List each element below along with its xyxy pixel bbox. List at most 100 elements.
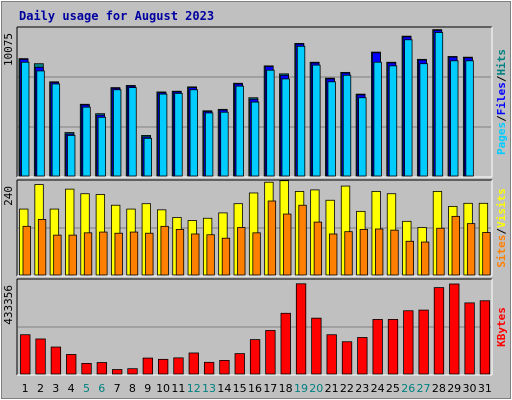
x-tick-label: 9 (144, 382, 151, 395)
x-tick-label: 5 (83, 382, 90, 395)
kbytes-bar (418, 309, 429, 375)
x-tick-label: 25 (386, 382, 400, 395)
kbytes-ymax-label: 433356 (2, 285, 15, 325)
kbytes-bar (295, 283, 307, 375)
pages-bar (159, 93, 168, 177)
x-tick-label: 3 (52, 382, 59, 395)
kbytes-bar (479, 300, 491, 375)
visits-sites-series-label-part: Sites (495, 235, 508, 268)
sites-bar (83, 232, 93, 276)
kbytes-bar (249, 339, 261, 375)
pages-bar (220, 111, 229, 177)
hits-files-pages-panel (16, 26, 493, 178)
x-tick-label: 4 (68, 382, 75, 395)
pages-bar (388, 65, 398, 177)
x-tick-label: 26 (401, 382, 415, 395)
hits-files-pages-series-label-part: Pages (495, 122, 508, 155)
kbytes-bar (203, 361, 215, 375)
x-tick-label: 11 (171, 382, 185, 395)
sites-bar (191, 233, 200, 276)
x-tick-label: 28 (432, 382, 446, 395)
x-tick-label: 31 (478, 382, 492, 395)
x-tick-label: 14 (217, 382, 231, 395)
x-tick-label: 1 (22, 382, 29, 395)
x-tick-label: 18 (279, 382, 293, 395)
sites-bar (436, 227, 445, 276)
pages-bar (204, 112, 214, 177)
sites-bar (298, 204, 307, 276)
x-tick-label: 21 (325, 382, 339, 395)
kbytes-bar (326, 334, 337, 375)
sites-bar (99, 231, 108, 276)
x-tick-label: 27 (417, 382, 431, 395)
kbytes-bar (173, 357, 184, 375)
x-tick-label: 7 (114, 382, 121, 395)
sites-bar (344, 231, 353, 276)
kbytes-bar (188, 352, 199, 375)
pages-bar (128, 87, 137, 177)
kbytes-bar (372, 319, 383, 375)
x-tick-label: 19 (294, 382, 308, 395)
sites-bar (114, 232, 123, 276)
x-tick-label: 30 (463, 382, 477, 395)
x-tick-label: 8 (129, 382, 136, 395)
pages-bar (281, 78, 290, 177)
kbytes-bar (403, 310, 414, 375)
kbytes-bar (265, 330, 276, 375)
visits-sites-series-label-part: Visits (495, 188, 508, 228)
sites-bar (313, 221, 323, 276)
sites-bar (160, 225, 169, 276)
pages-bar (143, 137, 152, 177)
chart-title: Daily usage for August 2023 (19, 9, 214, 23)
kbytes-series-label: KBytes (495, 307, 508, 347)
pages-bar (465, 60, 474, 177)
kbytes-bar (464, 302, 475, 375)
sites-bar (22, 225, 31, 276)
pages-bar (82, 106, 91, 177)
sites-bar (175, 228, 185, 276)
visits-sites-ymax-label: 240 (2, 186, 15, 206)
visits-sites-panel (16, 179, 493, 277)
hits-files-pages-series-label: Pages/Files/Hits (495, 49, 508, 155)
sites-bar (375, 228, 384, 276)
pages-bar (189, 89, 198, 177)
pages-bar (434, 32, 444, 177)
pages-bar (174, 92, 183, 177)
sites-bar (482, 232, 491, 276)
sites-bar (206, 234, 215, 276)
visits-sites-series-label: Sites/Visits (495, 188, 508, 268)
x-tick-label: 12 (187, 382, 201, 395)
kbytes-bar (50, 346, 62, 375)
pages-bar (235, 85, 244, 177)
x-tick-label: 2 (37, 382, 44, 395)
x-tick-label: 10 (156, 382, 170, 395)
hits-files-pages-series-label-part: Files (495, 82, 508, 115)
chart-panels: 10075Pages/Files/Hits240Sites/Visits4333… (2, 26, 508, 376)
kbytes-bar (142, 357, 153, 375)
sites-bar (451, 215, 460, 276)
sites-bar (53, 234, 62, 276)
pages-bar (36, 70, 45, 177)
x-axis-labels: 1 2 3 4 5 6 7 8 9 10 11 12 13 14 15 16 17 18 19 20 21 22 23 24 2… (22, 382, 492, 395)
pages-bar (21, 61, 30, 177)
sites-bar (267, 200, 277, 276)
x-tick-label: 29 (447, 382, 461, 395)
kbytes-bar (449, 283, 460, 375)
sites-bar (68, 234, 77, 276)
kbytes-bar (35, 338, 46, 375)
kbytes-bar (81, 362, 92, 375)
kbytes-bar (357, 337, 368, 375)
x-tick-label: 13 (202, 382, 216, 395)
sites-bar (283, 213, 292, 276)
kbytes-bar (234, 353, 245, 375)
kbytes-bar (433, 287, 445, 375)
x-tick-label: 17 (263, 382, 277, 395)
pages-bar (373, 61, 382, 177)
x-tick-label: 23 (355, 382, 369, 395)
kbytes-bar (127, 368, 138, 375)
pages-bar (250, 101, 260, 177)
pages-bar (296, 45, 306, 177)
pages-bar (266, 69, 275, 177)
